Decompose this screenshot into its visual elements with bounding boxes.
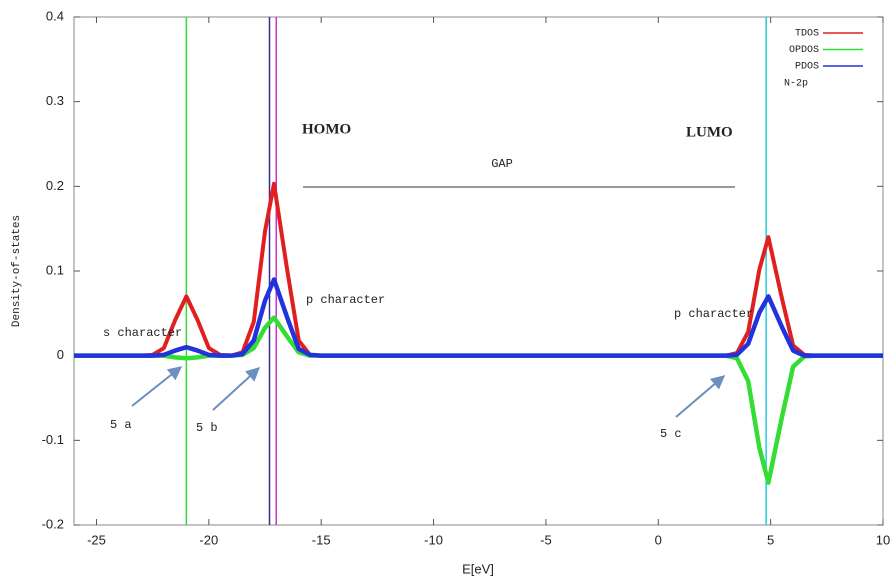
x-tick-label: 5 (767, 532, 774, 547)
annotation: N-2p (784, 79, 808, 90)
y-tick-label: 0.4 (46, 8, 64, 23)
x-tick-label: -10 (424, 532, 443, 547)
annotation: p character (306, 293, 385, 307)
x-tick-label: 0 (655, 532, 662, 547)
annotation: 5 c (660, 427, 682, 441)
y-tick-label: -0.2 (42, 516, 64, 531)
x-tick-label: 10 (876, 532, 890, 547)
y-tick-label: 0.3 (46, 93, 64, 108)
annotation: s character (103, 326, 182, 340)
series-line (74, 315, 883, 485)
y-tick-label: -0.1 (42, 432, 64, 447)
x-tick-label: -15 (312, 532, 331, 547)
y-axis-label: Density-of-states (11, 215, 23, 327)
legend-label: PDOS (795, 62, 819, 73)
arrow (131, 366, 183, 407)
y-tick-label: 0.2 (46, 178, 64, 193)
series-line (74, 181, 883, 358)
x-tick-label: -20 (199, 532, 218, 547)
legend-label: TDOS (795, 29, 819, 40)
x-axis-label: E[eV] (462, 561, 494, 576)
annotation: GAP (491, 157, 513, 171)
annotation: 5 a (110, 418, 132, 432)
annotation: p character (674, 307, 753, 321)
series-line (74, 277, 883, 358)
annotation: HOMO (302, 121, 351, 137)
arrow (675, 375, 726, 418)
arrow (212, 367, 261, 411)
y-tick-label: 0 (57, 347, 64, 362)
y-tick-label: 0.1 (46, 262, 64, 277)
x-tick-label: -5 (540, 532, 552, 547)
legend-label: OPDOS (789, 45, 819, 56)
annotation: LUMO (686, 124, 733, 140)
x-tick-label: -25 (87, 532, 106, 547)
annotation: 5 b (196, 421, 218, 435)
